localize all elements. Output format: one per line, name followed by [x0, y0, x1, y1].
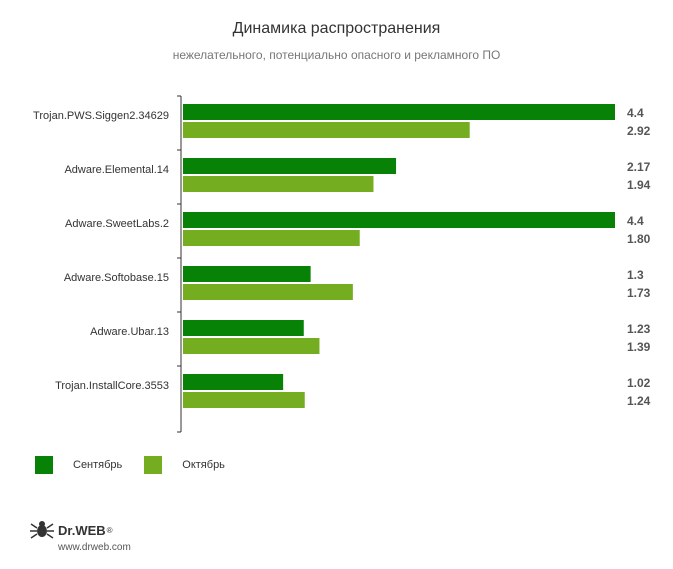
brand-registered-mark: ® — [106, 525, 113, 535]
value-label: 2.92 — [627, 124, 651, 138]
legend-label-october: Октябрь — [182, 459, 225, 471]
bar-september — [183, 104, 615, 120]
value-label: 1.24 — [627, 394, 651, 408]
spider-logo-icon — [30, 521, 54, 539]
brand-logo: Dr.WEB ® — [30, 520, 230, 540]
chart-legend: Сентябрь Октябрь — [35, 455, 247, 475]
category-label: Adware.Elemental.14 — [64, 164, 169, 176]
bar-september — [183, 158, 397, 174]
bar-september — [183, 212, 615, 228]
legend-swatch-september — [35, 456, 53, 474]
value-label: 2.17 — [627, 160, 651, 174]
legend-item-october: Октябрь — [144, 456, 225, 474]
brand-block: Dr.WEB ® www.drweb.com — [30, 520, 230, 560]
category-label: Trojan.PWS.Siggen2.34629 — [33, 110, 169, 122]
category-label: Adware.Ubar.13 — [90, 326, 169, 338]
legend-label-september: Сентябрь — [73, 459, 123, 471]
chart-title: Динамика распространения — [232, 20, 441, 37]
bar-october — [183, 392, 305, 408]
bar-october — [183, 230, 360, 246]
brand-url: www.drweb.com — [58, 542, 131, 553]
bar-september — [183, 266, 311, 282]
value-label: 4.4 — [627, 106, 644, 120]
bar-september — [183, 374, 284, 390]
legend-item-september: Сентябрь — [35, 456, 122, 474]
bar-october — [183, 284, 353, 300]
value-label: 1.39 — [627, 340, 651, 354]
value-label: 1.23 — [627, 322, 651, 336]
bar-october — [183, 122, 470, 138]
bar-october — [183, 338, 320, 354]
category-label: Adware.SweetLabs.2 — [65, 218, 169, 230]
brand-name: Dr.WEB — [58, 522, 106, 538]
legend-swatch-october — [144, 456, 163, 474]
value-label: 4.4 — [627, 214, 644, 228]
value-label: 1.02 — [627, 376, 651, 390]
category-label: Adware.Softobase.15 — [64, 272, 169, 284]
value-label: 1.73 — [627, 286, 651, 300]
value-label: 1.94 — [627, 178, 651, 192]
bar-october — [183, 176, 374, 192]
chart-subtitle: нежелательного, потенциально опасного и … — [172, 48, 501, 62]
value-label: 1.3 — [627, 268, 644, 282]
category-label: Trojan.InstallCore.3553 — [55, 380, 169, 392]
bar-september — [183, 320, 304, 336]
value-label: 1.80 — [627, 232, 651, 246]
